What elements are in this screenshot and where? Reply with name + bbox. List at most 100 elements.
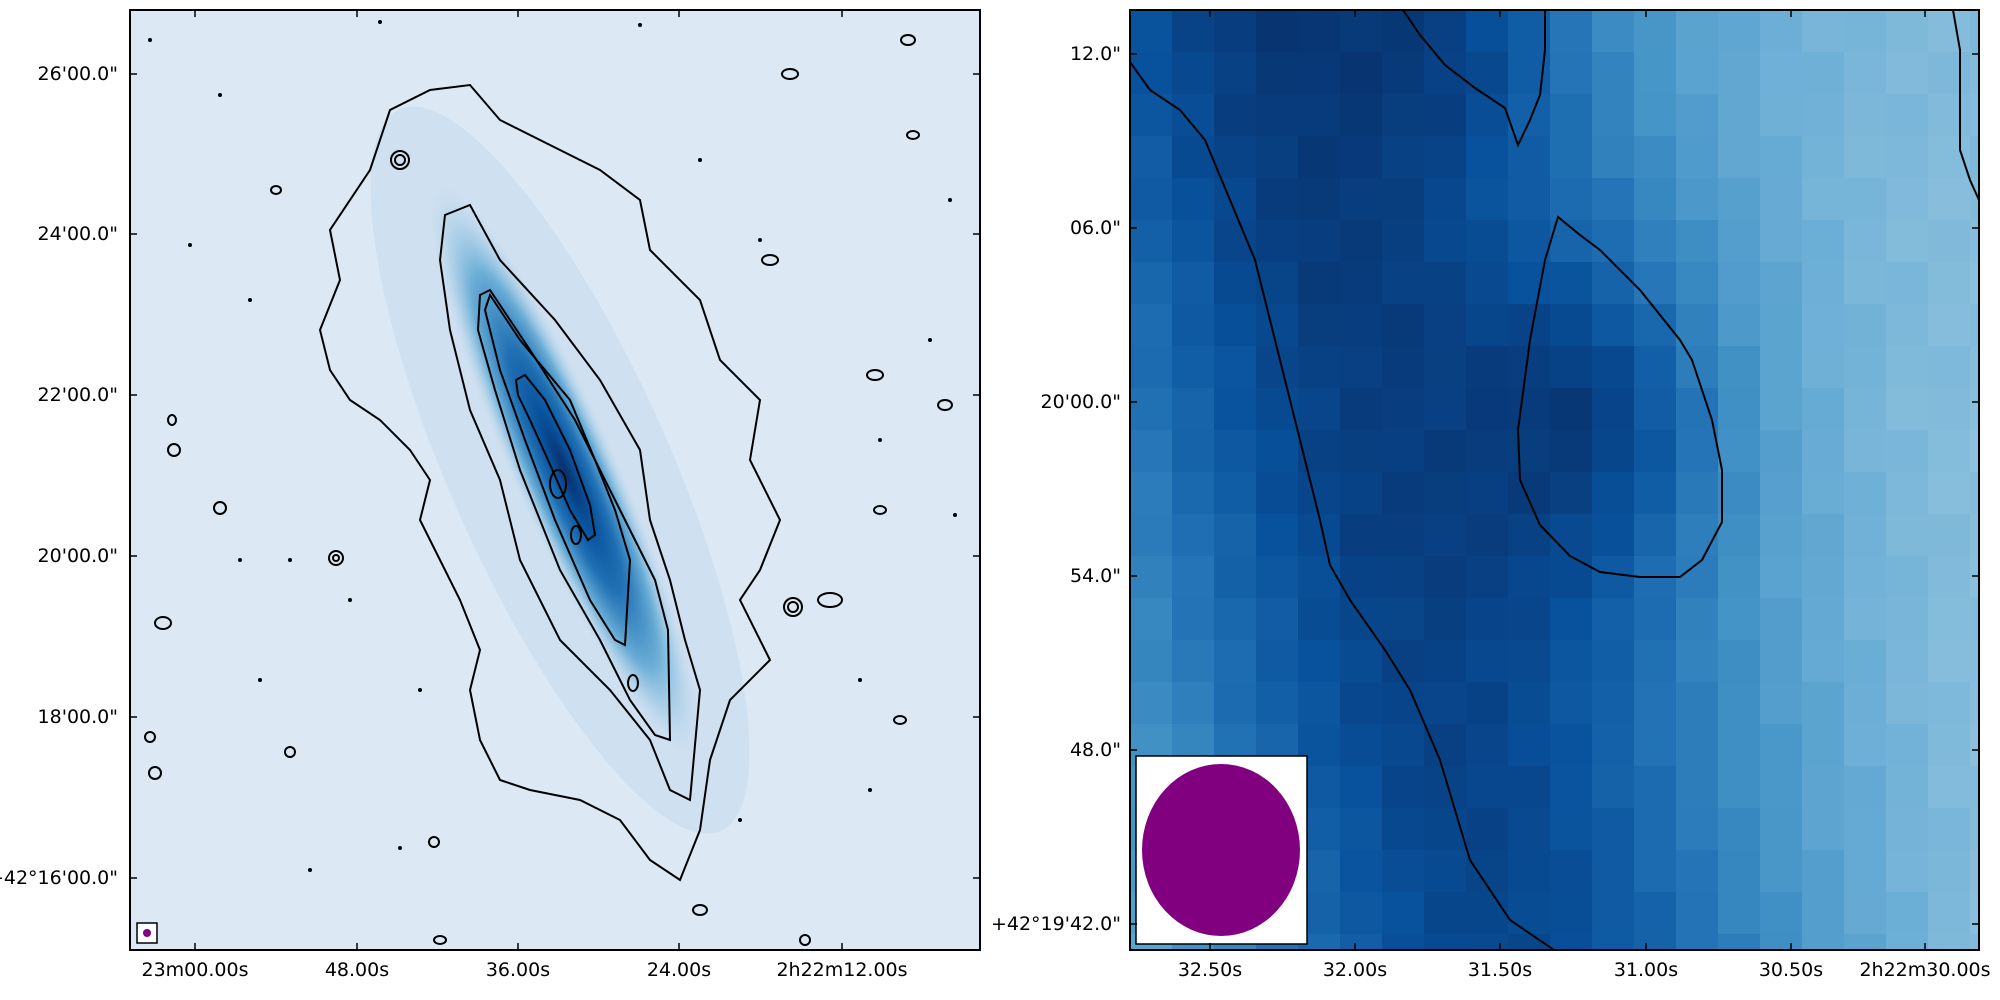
- pixel-cell: [1172, 262, 1215, 305]
- pixel-cell: [1130, 640, 1173, 683]
- pixel-cell: [1340, 262, 1383, 305]
- pixel-cell: [1760, 808, 1803, 851]
- pixel-cell: [1550, 514, 1593, 557]
- dot: [348, 598, 352, 602]
- pixel-cell: [1424, 808, 1467, 851]
- pixel-cell: [1172, 682, 1215, 725]
- pixel-cell: [1634, 892, 1677, 935]
- contour-core: [549, 469, 567, 499]
- pixel-cell: [1592, 892, 1635, 935]
- pixel-cell: [1340, 10, 1383, 53]
- pixel-cell: [1676, 304, 1719, 347]
- pixel-cell: [1550, 724, 1593, 767]
- pixel-cell: [1844, 766, 1887, 809]
- pixel-cell: [1466, 430, 1509, 473]
- pixel-cell: [1928, 556, 1971, 599]
- pixel-cell: [1382, 892, 1425, 935]
- pixel-cell: [1466, 808, 1509, 851]
- pixel-cell: [1760, 766, 1803, 809]
- source: [692, 904, 708, 916]
- pixel-cell: [1466, 640, 1509, 683]
- left-xtick-label-0: 23m00.00s: [142, 959, 249, 981]
- pixel-cell: [1928, 892, 1971, 935]
- pixel-cell: [1718, 892, 1761, 935]
- pixel-cell: [1508, 640, 1551, 683]
- pixel-cell: [1424, 304, 1467, 347]
- pixel-cell: [1592, 178, 1635, 221]
- pixel-cell: [1718, 556, 1761, 599]
- pixel-cell: [1298, 430, 1341, 473]
- left-tick-labels: 23m00.00s 48.00s 36.00s 24.00s 2h22m12.0…: [0, 63, 908, 981]
- source: [167, 443, 181, 457]
- contour-top-right: [1402, 10, 1546, 148]
- pixel-cell: [1676, 808, 1719, 851]
- pixel-cell: [1718, 472, 1761, 515]
- pixel-cell: [1550, 262, 1593, 305]
- contour-4: [483, 292, 632, 647]
- pixel-cell: [1844, 388, 1887, 431]
- pixel-cell: [1508, 598, 1551, 641]
- pixel-cell: [1172, 220, 1215, 263]
- dot: [638, 23, 642, 27]
- pixel-cell: [1130, 514, 1173, 557]
- pixel-cell: [1424, 892, 1467, 935]
- pixel-cell: [1760, 388, 1803, 431]
- source: [428, 836, 440, 848]
- pixel-cell: [1382, 388, 1425, 431]
- pixel-cell: [1508, 472, 1551, 515]
- pixel-cell: [1340, 430, 1383, 473]
- pixel-cell: [1676, 10, 1719, 53]
- right-ytick-label-1: 48.0": [1070, 739, 1121, 761]
- pixel-cell: [1928, 766, 1971, 809]
- pixel-cell: [1130, 52, 1173, 95]
- dot: [868, 788, 872, 792]
- source: [144, 731, 156, 743]
- pixel-cell: [1508, 850, 1551, 893]
- pixel-cell: [1466, 514, 1509, 557]
- pixel-cell: [1844, 52, 1887, 95]
- pixel-cell: [1760, 934, 1803, 950]
- pixel-cell: [1634, 934, 1677, 950]
- source: [154, 616, 172, 630]
- pixel-cell: [1718, 262, 1761, 305]
- source: [167, 414, 177, 426]
- pixel-cell: [1760, 514, 1803, 557]
- pixel-cell: [1718, 808, 1761, 851]
- pixel-cell: [1298, 220, 1341, 263]
- pixel-cell: [1802, 304, 1845, 347]
- pixel-cell: [1592, 262, 1635, 305]
- pixel-cell: [1718, 430, 1761, 473]
- pixel-cell: [1760, 346, 1803, 389]
- pixel-cell: [1928, 934, 1971, 950]
- pixel-cell: [1886, 94, 1929, 137]
- dot: [188, 243, 192, 247]
- pixel-cell: [1256, 52, 1299, 95]
- pixel-cell: [1886, 850, 1929, 893]
- dot: [418, 688, 422, 692]
- pixel-cell: [1802, 514, 1845, 557]
- pixel-cell: [1592, 472, 1635, 515]
- pixel-cell: [1508, 934, 1551, 950]
- pixel-cell: [1382, 766, 1425, 809]
- pixel-cell: [1508, 892, 1551, 935]
- source: [270, 185, 282, 195]
- pixel-cell: [1886, 934, 1929, 950]
- source: [799, 934, 811, 946]
- pixel-cell: [1172, 514, 1215, 557]
- pixel-cell: [1172, 556, 1215, 599]
- pixel-cell: [1634, 640, 1677, 683]
- pixel-cell: [1802, 934, 1845, 950]
- pixel-cell: [1718, 682, 1761, 725]
- pixel-cell: [1298, 262, 1341, 305]
- pixel-cell: [1676, 94, 1719, 137]
- pixel-cell: [1172, 52, 1215, 95]
- pixel-cell: [1466, 136, 1509, 179]
- pixel-cell: [1970, 934, 1979, 950]
- pixel-cell: [1886, 808, 1929, 851]
- pixel-cell: [1340, 52, 1383, 95]
- pixel-cell: [1970, 598, 1979, 641]
- pixel-cell: [1550, 220, 1593, 263]
- pixel-cell: [1466, 220, 1509, 263]
- pixel-cell: [1550, 178, 1593, 221]
